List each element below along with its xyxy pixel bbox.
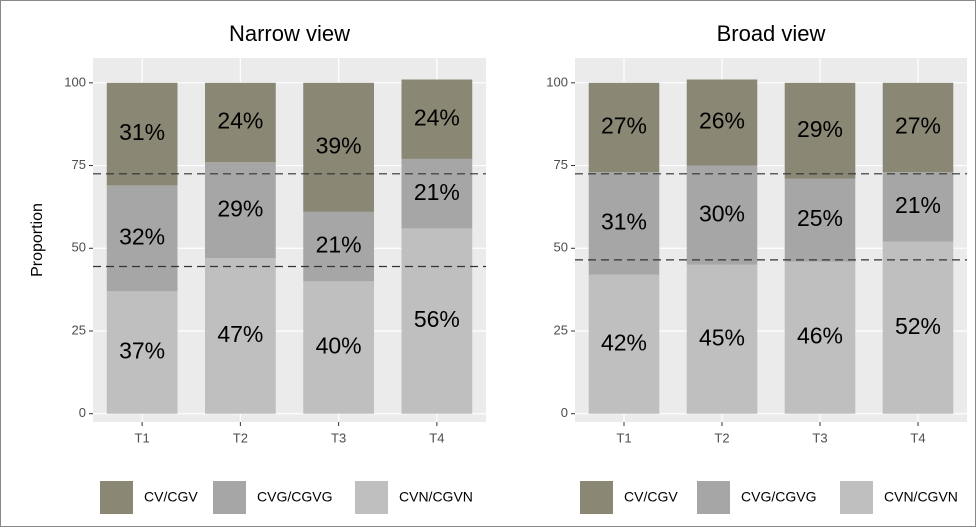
value-label: 31% bbox=[601, 209, 647, 235]
bar-segment bbox=[205, 162, 276, 259]
x-tick-label: T2 bbox=[233, 430, 248, 445]
bar-segment bbox=[784, 82, 856, 179]
bar-segment bbox=[686, 165, 758, 265]
bar-segment bbox=[205, 258, 276, 414]
legend-swatch bbox=[355, 481, 388, 514]
y-tick-label: 0 bbox=[561, 405, 568, 420]
value-label: 32% bbox=[119, 223, 165, 249]
value-label: 26% bbox=[699, 108, 745, 134]
legend-swatch bbox=[840, 481, 873, 514]
x-tick-label: T4 bbox=[429, 430, 444, 445]
value-label: 29% bbox=[217, 195, 263, 221]
y-axis-label: Proportion bbox=[29, 203, 46, 277]
y-tick-label: 75 bbox=[554, 157, 568, 172]
value-label: 29% bbox=[797, 116, 843, 142]
bar-segment bbox=[882, 172, 954, 242]
legend-swatch bbox=[213, 481, 246, 514]
value-label: 31% bbox=[119, 119, 165, 145]
bar-segment bbox=[106, 185, 178, 292]
bar-segment bbox=[401, 158, 473, 229]
legend-label: CVG/CGVG bbox=[741, 489, 816, 505]
y-tick-label: 50 bbox=[72, 240, 86, 255]
bar-segment bbox=[784, 261, 856, 414]
y-tick-label: 25 bbox=[554, 322, 568, 337]
legend-label: CV/CGV bbox=[144, 489, 198, 505]
value-label: 52% bbox=[895, 313, 941, 339]
x-tick-label: T1 bbox=[616, 430, 631, 445]
value-label: 21% bbox=[316, 232, 362, 258]
y-tick-label: 75 bbox=[72, 157, 86, 172]
bar-segment bbox=[106, 291, 178, 414]
y-tick-label: 0 bbox=[79, 405, 86, 420]
value-label: 27% bbox=[895, 113, 941, 139]
value-label: 56% bbox=[414, 306, 460, 332]
legend-label: CVG/CGVG bbox=[257, 489, 332, 505]
chart-title: Broad view bbox=[717, 21, 826, 46]
value-label: 30% bbox=[699, 200, 745, 226]
bar-segment bbox=[882, 82, 954, 173]
value-label: 46% bbox=[797, 323, 843, 349]
value-label: 24% bbox=[414, 104, 460, 130]
value-label: 24% bbox=[217, 108, 263, 134]
bar-segment bbox=[205, 82, 276, 163]
bar-segment bbox=[686, 79, 758, 166]
y-tick-label: 100 bbox=[64, 74, 86, 89]
y-tick-label: 25 bbox=[72, 322, 86, 337]
bar-segment bbox=[303, 281, 374, 414]
value-label: 25% bbox=[797, 205, 843, 231]
x-tick-label: T4 bbox=[910, 430, 925, 445]
bar-segment bbox=[588, 82, 660, 173]
chart-title: Narrow view bbox=[229, 21, 350, 46]
value-label: 47% bbox=[217, 321, 263, 347]
value-label: 21% bbox=[414, 179, 460, 205]
bar-segment bbox=[686, 264, 758, 414]
x-tick-label: T3 bbox=[331, 430, 346, 445]
x-tick-label: T3 bbox=[812, 430, 827, 445]
bar-segment bbox=[401, 228, 473, 414]
bar-segment bbox=[784, 178, 856, 262]
legend-label: CVN/CGVN bbox=[884, 489, 958, 505]
bar-segment bbox=[882, 241, 954, 414]
x-tick-label: T1 bbox=[135, 430, 150, 445]
bar-segment bbox=[588, 274, 660, 414]
y-tick-label: 50 bbox=[554, 240, 568, 255]
bar-segment bbox=[303, 82, 374, 212]
legend-swatch bbox=[100, 481, 133, 514]
legend-swatch bbox=[580, 481, 613, 514]
bar-segment bbox=[106, 82, 178, 186]
y-tick-label: 100 bbox=[546, 74, 568, 89]
bar-segment bbox=[588, 172, 660, 275]
value-label: 27% bbox=[601, 113, 647, 139]
legend-label: CV/CGV bbox=[624, 489, 678, 505]
value-label: 39% bbox=[316, 132, 362, 158]
bar-segment bbox=[303, 211, 374, 282]
legend-swatch bbox=[697, 481, 730, 514]
legend-label: CVN/CGVN bbox=[399, 489, 473, 505]
bar-segment bbox=[401, 79, 473, 159]
value-label: 40% bbox=[316, 333, 362, 359]
x-tick-label: T2 bbox=[714, 430, 729, 445]
value-label: 37% bbox=[119, 338, 165, 364]
value-label: 21% bbox=[895, 192, 941, 218]
value-label: 45% bbox=[699, 324, 745, 350]
value-label: 42% bbox=[601, 329, 647, 355]
